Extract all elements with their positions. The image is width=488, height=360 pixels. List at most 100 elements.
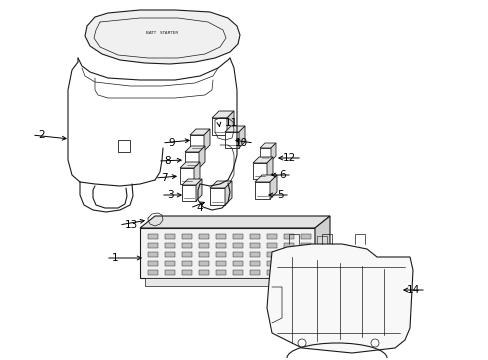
Bar <box>216 270 225 275</box>
Polygon shape <box>209 181 231 188</box>
Polygon shape <box>239 126 244 148</box>
Bar <box>301 261 310 266</box>
Bar <box>164 261 175 266</box>
Bar <box>216 243 225 248</box>
Bar <box>284 243 293 248</box>
Bar <box>284 252 293 257</box>
Polygon shape <box>180 162 200 168</box>
Polygon shape <box>194 162 200 184</box>
Polygon shape <box>184 146 204 152</box>
Bar <box>316 236 326 246</box>
Bar <box>301 243 310 248</box>
Text: 7: 7 <box>161 173 167 183</box>
Bar <box>182 252 192 257</box>
Polygon shape <box>212 111 234 118</box>
Polygon shape <box>199 146 204 168</box>
Bar <box>249 252 260 257</box>
Text: 4: 4 <box>196 203 202 213</box>
Bar <box>266 261 276 266</box>
Bar <box>216 261 225 266</box>
Polygon shape <box>224 126 244 132</box>
Bar <box>164 252 175 257</box>
Bar <box>148 252 158 257</box>
Bar <box>284 261 293 266</box>
Bar <box>249 270 260 275</box>
Polygon shape <box>140 216 329 228</box>
Polygon shape <box>270 143 275 161</box>
Polygon shape <box>254 182 269 199</box>
Circle shape <box>219 124 228 134</box>
Text: BATT   STARTER: BATT STARTER <box>145 31 178 35</box>
Bar <box>216 252 225 257</box>
Text: 11: 11 <box>224 118 238 128</box>
Polygon shape <box>212 118 226 135</box>
Polygon shape <box>190 129 209 135</box>
Text: 3: 3 <box>167 190 173 200</box>
Text: 5: 5 <box>277 190 284 200</box>
Polygon shape <box>254 175 276 182</box>
Bar <box>249 261 260 266</box>
Polygon shape <box>140 228 314 278</box>
Bar <box>216 234 225 239</box>
Text: 12: 12 <box>282 153 295 163</box>
Polygon shape <box>252 157 272 163</box>
Polygon shape <box>260 143 275 148</box>
Bar <box>316 252 326 262</box>
Text: 9: 9 <box>168 138 174 148</box>
Bar <box>232 252 243 257</box>
Text: 2: 2 <box>38 130 44 140</box>
Bar <box>249 234 260 239</box>
Bar <box>249 243 260 248</box>
Circle shape <box>370 339 378 347</box>
Bar <box>301 252 310 257</box>
Polygon shape <box>145 278 309 286</box>
Polygon shape <box>224 132 239 148</box>
Bar <box>284 234 293 239</box>
Polygon shape <box>224 181 231 205</box>
Polygon shape <box>182 185 196 201</box>
Bar <box>164 234 175 239</box>
Text: 13: 13 <box>125 220 138 230</box>
Bar <box>148 243 158 248</box>
Bar <box>232 234 243 239</box>
Polygon shape <box>196 179 202 201</box>
Bar <box>164 243 175 248</box>
Bar <box>266 243 276 248</box>
Bar <box>232 270 243 275</box>
Bar <box>199 252 208 257</box>
Polygon shape <box>184 152 199 168</box>
Polygon shape <box>314 216 329 278</box>
Bar <box>148 234 158 239</box>
Text: 14: 14 <box>406 285 419 295</box>
Bar <box>199 243 208 248</box>
Bar <box>148 270 158 275</box>
Bar <box>182 234 192 239</box>
Bar <box>301 270 310 275</box>
Polygon shape <box>203 129 209 151</box>
Polygon shape <box>266 244 412 353</box>
Bar <box>148 261 158 266</box>
Bar <box>199 261 208 266</box>
Text: 8: 8 <box>163 156 170 166</box>
Bar <box>316 268 326 278</box>
Text: 1: 1 <box>112 253 119 263</box>
Text: 6: 6 <box>279 170 285 180</box>
Bar <box>199 234 208 239</box>
Polygon shape <box>180 168 194 184</box>
Polygon shape <box>209 188 224 205</box>
Bar <box>182 243 192 248</box>
Polygon shape <box>85 10 240 64</box>
Bar <box>232 243 243 248</box>
Text: 10: 10 <box>234 138 247 148</box>
Bar <box>232 261 243 266</box>
Bar <box>266 234 276 239</box>
Bar <box>266 270 276 275</box>
Bar <box>164 270 175 275</box>
Bar <box>118 140 130 152</box>
Bar <box>284 270 293 275</box>
Circle shape <box>297 339 305 347</box>
Bar <box>301 234 310 239</box>
Polygon shape <box>226 111 234 135</box>
Bar <box>199 270 208 275</box>
Polygon shape <box>190 135 203 151</box>
